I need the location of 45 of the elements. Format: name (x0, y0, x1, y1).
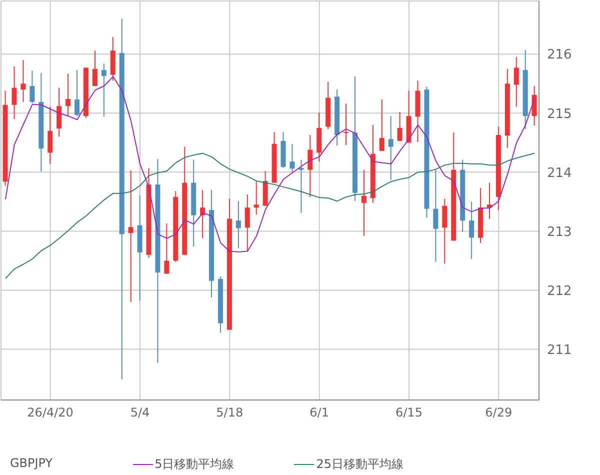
y-tick-label: 212 (547, 284, 572, 299)
candlestick (92, 50, 98, 86)
candlestick (433, 169, 438, 262)
y-tick-label: 211 (547, 342, 572, 358)
candlestick (20, 60, 26, 102)
candlestick (56, 87, 62, 138)
candlestick (486, 182, 492, 220)
candlestick (514, 56, 519, 108)
text: GBPJPY (10, 456, 53, 472)
candlestick (128, 170, 134, 303)
candlestick (101, 63, 106, 118)
candlestick (164, 223, 170, 274)
x-tick-label: 6/29 (485, 406, 512, 420)
candlestick (397, 111, 402, 142)
candlestick (74, 70, 80, 117)
candlestick (442, 198, 448, 264)
candlestick (12, 66, 17, 120)
legend-label: 5日移動平均線 (154, 456, 234, 473)
y-tick-label: 213 (547, 224, 572, 240)
x-tick-label: 6/1 (310, 406, 329, 420)
candlestick (388, 116, 394, 180)
x-tick-label: 6/15 (396, 406, 422, 420)
candlestick (290, 143, 295, 174)
candlestick (30, 70, 35, 104)
candlestick (379, 99, 384, 152)
x-tick-label: 5/18 (216, 406, 244, 420)
candlestick (254, 181, 259, 216)
candlestick (469, 201, 474, 260)
candlestick (66, 73, 71, 117)
candlestick (308, 134, 313, 198)
candlestick (48, 106, 53, 164)
candlestick (236, 200, 241, 249)
candlestick (532, 85, 537, 126)
x-tick-label: 5/4 (130, 406, 150, 420)
line-series (4, 152, 536, 279)
y-tick-label: 216 (547, 48, 572, 63)
candlestick (298, 159, 304, 214)
candlestick (361, 169, 366, 236)
candlestick (344, 103, 349, 146)
candlestick (244, 194, 250, 252)
y-tick-label: 215 (547, 106, 572, 122)
y-tick-label: 214 (547, 166, 572, 181)
legend-label: 25日移動平均線 (316, 456, 404, 473)
x-tick-label: 26/4/20 (27, 406, 74, 420)
line-series (4, 76, 536, 252)
